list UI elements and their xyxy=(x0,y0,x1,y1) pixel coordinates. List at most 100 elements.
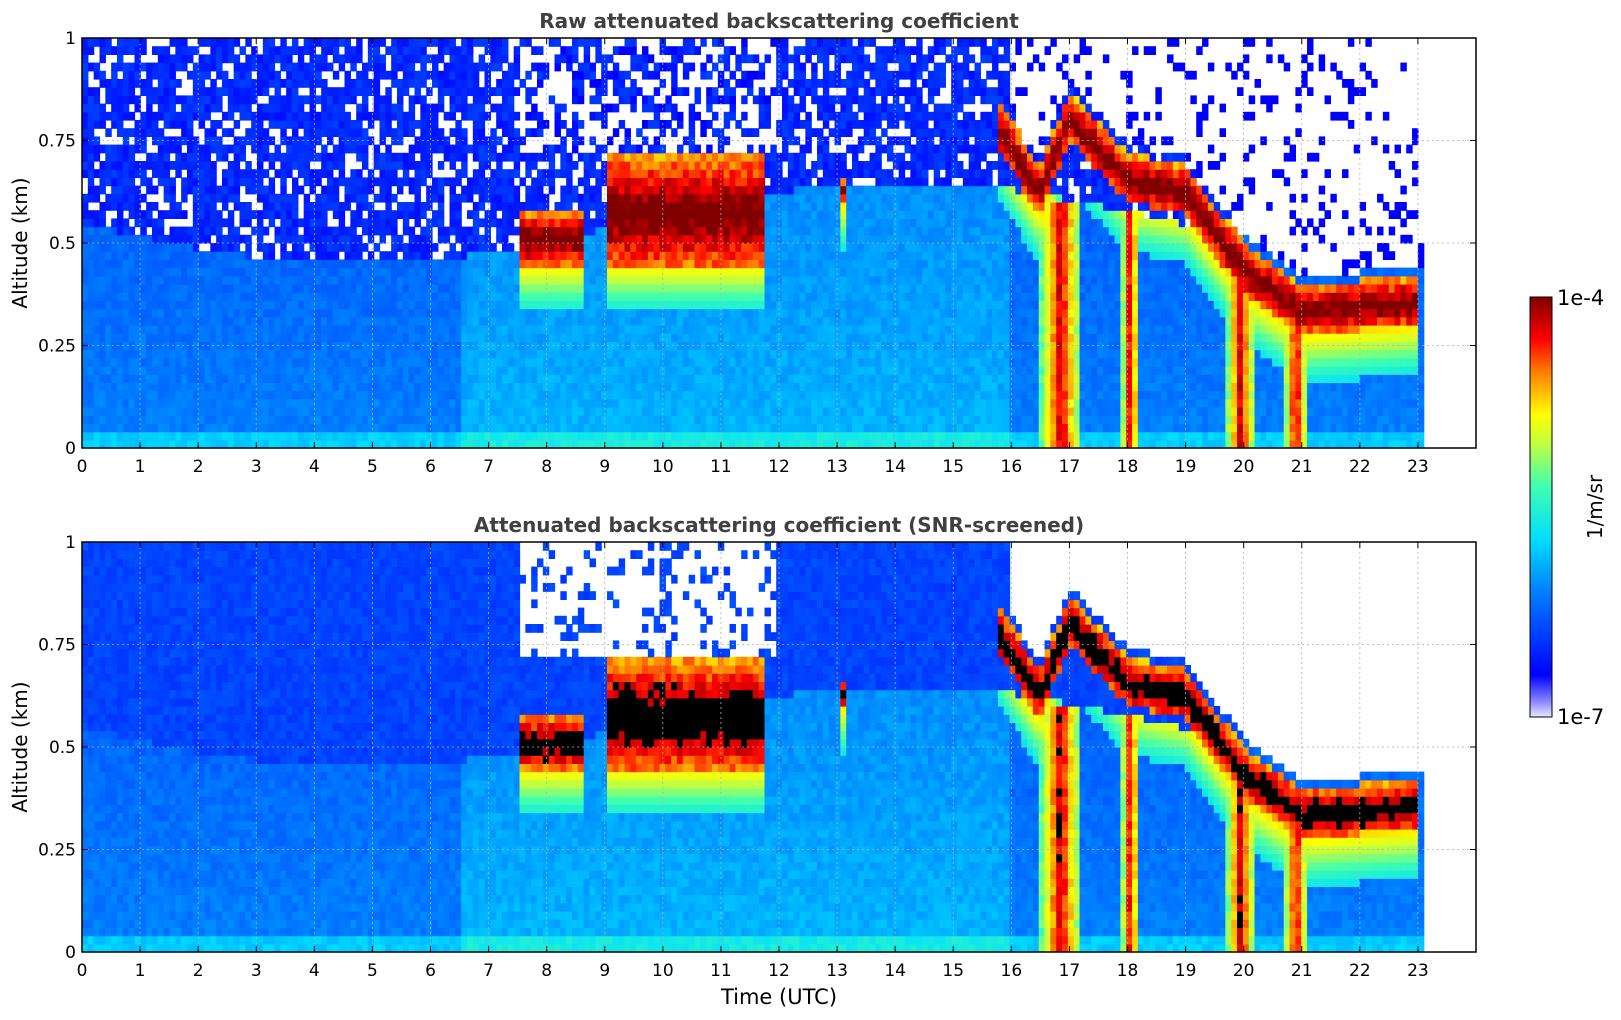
heatmap-cell xyxy=(117,144,124,154)
heatmap-cell xyxy=(653,202,661,211)
heatmap-cell xyxy=(204,439,211,448)
heatmap-cell xyxy=(531,177,538,187)
heatmap-cell xyxy=(542,415,550,424)
heatmap-cell xyxy=(385,152,392,162)
heatmap-cell xyxy=(467,431,474,441)
heatmap-cell xyxy=(204,390,211,400)
heatmap-cell xyxy=(478,111,486,121)
heatmap-cell xyxy=(612,79,620,88)
heatmap-cell xyxy=(163,144,171,154)
heatmap-cell xyxy=(502,325,509,334)
heatmap-cell xyxy=(408,349,416,359)
heatmap-cell xyxy=(251,111,258,121)
heatmap-cell xyxy=(682,193,690,203)
heatmap-cell xyxy=(618,333,626,342)
heatmap-cell xyxy=(618,398,626,408)
heatmap-cell xyxy=(152,70,159,80)
heatmap-cell xyxy=(426,259,433,269)
heatmap-cell xyxy=(397,292,404,301)
heatmap-cell xyxy=(595,251,602,260)
heatmap-cell xyxy=(542,267,550,277)
heatmap-cell xyxy=(111,284,118,293)
heatmap-cell xyxy=(379,292,386,301)
heatmap-cell xyxy=(350,185,357,195)
heatmap-cell xyxy=(677,300,684,310)
heatmap-cell xyxy=(601,226,608,236)
heatmap-cell xyxy=(362,333,369,342)
heatmap-cell xyxy=(82,251,89,260)
heatmap-cell xyxy=(210,128,217,137)
heatmap-cell xyxy=(280,54,287,64)
heatmap-cell xyxy=(554,316,561,326)
heatmap-cell xyxy=(227,316,235,326)
heatmap-cell xyxy=(729,70,736,80)
heatmap-cell xyxy=(87,128,95,137)
heatmap-cell xyxy=(426,38,433,47)
heatmap-cell xyxy=(152,161,159,170)
heatmap-cell xyxy=(187,267,194,277)
heatmap-cell xyxy=(111,95,118,105)
heatmap-cell xyxy=(671,210,678,219)
heatmap-cell xyxy=(682,62,690,72)
heatmap-cell xyxy=(128,431,136,441)
heatmap-cell xyxy=(659,161,666,170)
heatmap-cell xyxy=(414,144,421,154)
heatmap-cell xyxy=(338,169,346,178)
heatmap-cell xyxy=(694,193,701,203)
heatmap-cell xyxy=(181,161,188,170)
heatmap-cell xyxy=(747,169,754,178)
heatmap-cell xyxy=(688,333,696,342)
heatmap-cell xyxy=(134,275,141,285)
heatmap-cell xyxy=(449,70,456,80)
heatmap-cell xyxy=(513,398,521,408)
heatmap-cell xyxy=(297,234,305,244)
heatmap-cell xyxy=(362,226,369,236)
heatmap-cell xyxy=(192,275,200,285)
heatmap-cell xyxy=(624,177,631,187)
heatmap-cell xyxy=(216,415,223,424)
heatmap-cell xyxy=(356,407,363,416)
heatmap-cell xyxy=(385,226,392,236)
heatmap-cell xyxy=(187,349,194,359)
heatmap-cell xyxy=(408,357,416,367)
heatmap-cell xyxy=(537,316,544,326)
heatmap-cell xyxy=(397,103,404,113)
heatmap-cell xyxy=(303,128,311,137)
heatmap-cell xyxy=(484,374,491,383)
heatmap-cell xyxy=(437,415,445,424)
heatmap-cell xyxy=(402,259,410,269)
heatmap-cell xyxy=(531,193,538,203)
heatmap-cell xyxy=(461,390,468,400)
heatmap-cell xyxy=(607,234,614,244)
heatmap-cell xyxy=(391,316,398,326)
heatmap-cell xyxy=(420,152,427,162)
heatmap-cell xyxy=(636,316,643,326)
heatmap-cell xyxy=(729,161,736,170)
heatmap-cell xyxy=(496,275,503,285)
heatmap-cell xyxy=(688,300,696,310)
heatmap-cell xyxy=(723,349,731,359)
heatmap-cell xyxy=(233,177,241,187)
heatmap-cell xyxy=(519,284,526,293)
heatmap-cell xyxy=(163,292,171,301)
heatmap-cell xyxy=(414,398,421,408)
heatmap-cell xyxy=(216,234,223,244)
heatmap-cell xyxy=(157,423,165,433)
heatmap-cell xyxy=(292,152,299,162)
heatmap-cell xyxy=(163,349,171,359)
heatmap-cell xyxy=(163,185,171,195)
heatmap-cell xyxy=(490,210,497,219)
heatmap-cell xyxy=(233,292,241,301)
heatmap-cell xyxy=(216,325,223,334)
heatmap-cell xyxy=(537,202,544,211)
heatmap-cell xyxy=(140,144,147,154)
heatmap-cell xyxy=(741,390,748,400)
heatmap-cell xyxy=(297,144,305,154)
heatmap-cell xyxy=(414,95,421,105)
heatmap-cell xyxy=(653,341,661,351)
heatmap-cell xyxy=(181,374,188,383)
heatmap-cell xyxy=(397,284,404,293)
heatmap-cell xyxy=(87,185,95,195)
heatmap-cell xyxy=(414,218,421,228)
heatmap-cell xyxy=(665,234,672,244)
